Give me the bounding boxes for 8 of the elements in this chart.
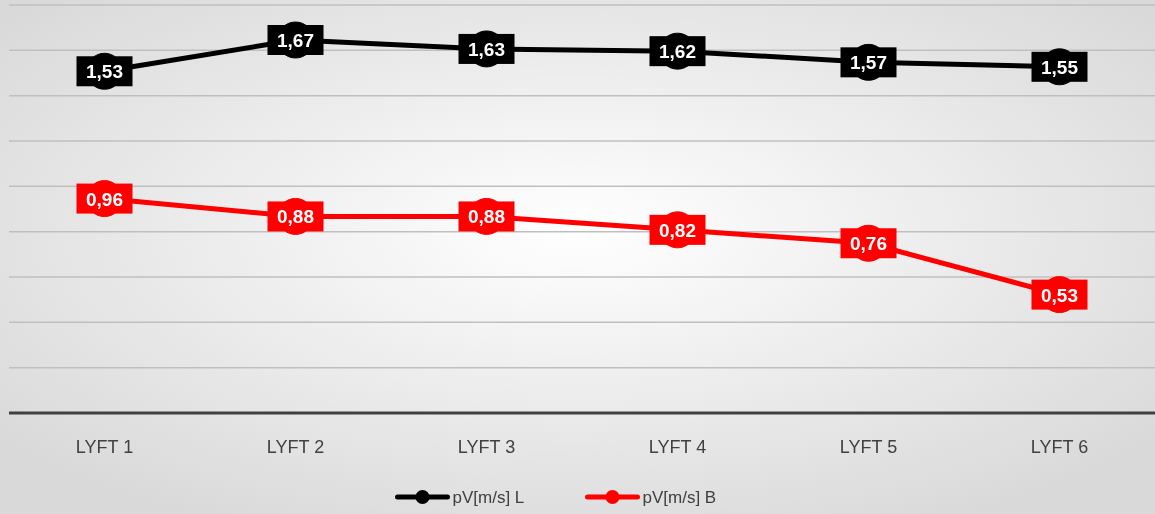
x-tick-label: LYFT 3 — [457, 437, 516, 457]
legend-label: pV[m/s] L — [452, 488, 525, 507]
x-tick-label: LYFT 6 — [1030, 437, 1089, 457]
x-tick-label: LYFT 1 — [75, 437, 134, 457]
x-tick-label: LYFT 2 — [266, 437, 325, 457]
legend-label: pV[m/s] B — [642, 488, 717, 507]
x-tick-label: LYFT 4 — [648, 437, 707, 457]
x-tick-label: LYFT 5 — [839, 437, 898, 457]
